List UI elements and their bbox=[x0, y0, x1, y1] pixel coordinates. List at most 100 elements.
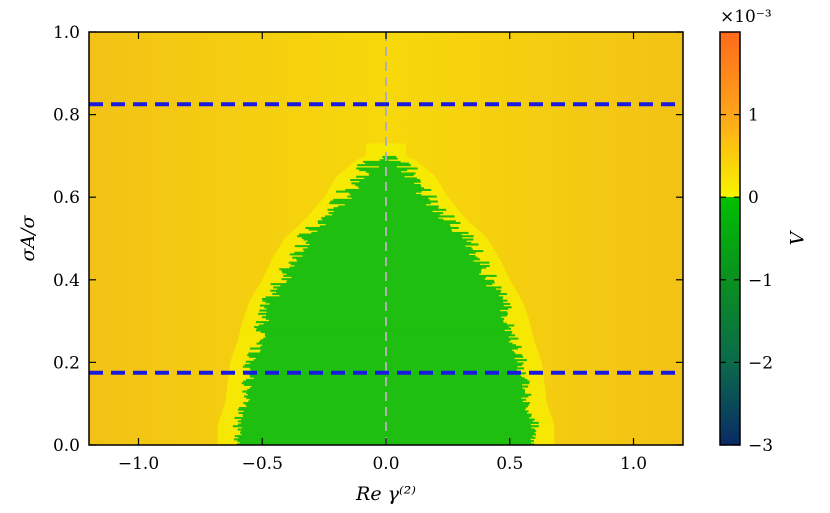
colorbar-tick-label: −2 bbox=[748, 353, 773, 373]
negative-strip bbox=[249, 375, 522, 378]
negative-strip bbox=[294, 251, 476, 254]
negative-strip bbox=[324, 215, 455, 218]
colorbar-tick-label: 1 bbox=[748, 106, 759, 126]
negative-strip bbox=[317, 220, 456, 223]
negative-strip bbox=[250, 369, 517, 372]
negative-strip bbox=[265, 296, 504, 299]
negative-strip bbox=[266, 311, 508, 314]
negative-strip bbox=[292, 256, 478, 259]
negative-strip bbox=[365, 170, 402, 173]
negative-strip bbox=[249, 373, 521, 377]
negative-strip bbox=[253, 377, 525, 380]
colorbar-ticks: 1 0 −1 −2 −3 bbox=[720, 106, 773, 456]
negative-strip bbox=[255, 357, 515, 360]
colorbar-scale-label: ×10⁻³ bbox=[720, 7, 772, 27]
negative-strip bbox=[265, 301, 504, 304]
negative-strip bbox=[288, 261, 490, 264]
negative-strip bbox=[365, 162, 410, 165]
negative-strip bbox=[262, 344, 517, 347]
negative-strip bbox=[294, 245, 466, 248]
negative-strip bbox=[359, 169, 408, 172]
negative-strip bbox=[255, 321, 504, 324]
colorbar bbox=[719, 31, 741, 446]
negative-strip bbox=[349, 192, 417, 195]
colorbar-tick-label: −1 bbox=[748, 271, 773, 291]
negative-strip bbox=[272, 293, 507, 296]
negative-strip bbox=[286, 279, 495, 282]
colorbar-tick-label: −3 bbox=[748, 436, 773, 456]
negative-strip bbox=[258, 312, 509, 315]
negative-strip bbox=[296, 258, 481, 261]
negative-strip bbox=[333, 207, 439, 210]
negative-strip bbox=[259, 304, 504, 307]
negative-strip bbox=[302, 255, 476, 258]
negative-strip bbox=[356, 167, 418, 170]
reference-lines bbox=[89, 32, 683, 445]
negative-strip bbox=[355, 183, 421, 187]
negative-strip bbox=[302, 248, 473, 251]
negative-strip bbox=[266, 307, 509, 310]
negative-strip bbox=[275, 291, 501, 294]
negative-strip bbox=[242, 365, 518, 368]
negative-strip bbox=[345, 188, 432, 191]
negative-strip bbox=[311, 231, 469, 234]
negative-strip bbox=[248, 355, 524, 358]
negative-strip bbox=[265, 314, 508, 317]
negative-strip bbox=[261, 316, 502, 319]
negative-strip bbox=[303, 238, 474, 241]
negative-strip bbox=[383, 157, 398, 160]
negative-strip bbox=[286, 273, 480, 276]
negative-strip bbox=[368, 174, 414, 177]
negative-strip bbox=[363, 160, 401, 163]
negative-strip bbox=[356, 175, 405, 178]
negative-strip bbox=[256, 342, 513, 345]
colorbar-label: Λ bbox=[785, 230, 807, 246]
negative-strip bbox=[253, 359, 527, 362]
negative-strip bbox=[330, 200, 438, 203]
negative-strip bbox=[281, 278, 485, 281]
negative-strip bbox=[350, 179, 421, 182]
negative-strip bbox=[309, 243, 479, 246]
negative-strip bbox=[357, 164, 412, 167]
negative-strip bbox=[259, 340, 509, 343]
y-tick-label: 0.8 bbox=[53, 106, 80, 126]
negative-strip bbox=[338, 205, 439, 208]
negative-strip bbox=[262, 299, 508, 302]
negative-strip bbox=[264, 334, 516, 337]
negative-strip bbox=[248, 352, 516, 355]
y-tick-label: 0.4 bbox=[53, 271, 80, 291]
negative-strip bbox=[322, 218, 444, 221]
negative-strip bbox=[264, 306, 512, 309]
negative-strip bbox=[379, 165, 397, 168]
negative-strip bbox=[368, 172, 416, 175]
negative-strip bbox=[297, 235, 474, 238]
negative-strip bbox=[279, 268, 482, 271]
negative-strip bbox=[307, 246, 472, 249]
negative-strip bbox=[281, 269, 482, 272]
negative-strip bbox=[286, 281, 495, 284]
axis-ticks: −1.0 −0.5 0.0 0.5 1.0 0.0 0.2 0.4 0.6 0.8 1.0 bbox=[53, 23, 683, 474]
negative-strip bbox=[261, 297, 503, 301]
negative-strip bbox=[282, 271, 482, 274]
negative-strip bbox=[280, 284, 487, 287]
negative-strip bbox=[359, 187, 425, 190]
x-axis-label: Re γ⁽²⁾ bbox=[355, 483, 416, 505]
negative-strip bbox=[304, 250, 484, 253]
x-tick-label: 0.5 bbox=[496, 454, 523, 474]
negative-strip bbox=[260, 345, 522, 348]
negative-strip bbox=[357, 185, 422, 188]
negative-strip bbox=[307, 240, 467, 243]
y-tick-label: 0.0 bbox=[53, 436, 80, 456]
negative-strip bbox=[294, 264, 490, 267]
negative-strip bbox=[263, 337, 519, 340]
x-tick-label: −0.5 bbox=[242, 454, 283, 474]
negative-strip bbox=[379, 159, 389, 162]
negative-strip bbox=[329, 202, 431, 205]
y-axis-label: σA/σ bbox=[17, 214, 39, 261]
negative-strip bbox=[317, 230, 453, 233]
negative-strip bbox=[289, 253, 470, 256]
negative-strip bbox=[265, 335, 509, 339]
negative-strip bbox=[305, 226, 459, 229]
negative-strip bbox=[289, 266, 487, 269]
